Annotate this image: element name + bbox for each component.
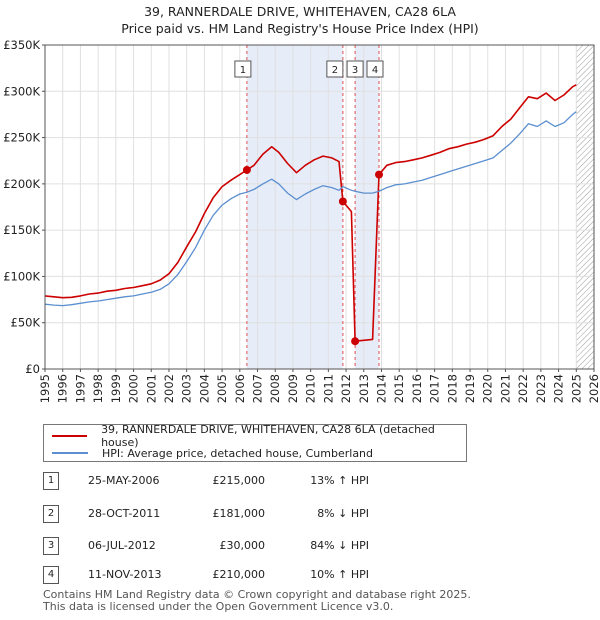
sale-label-box (366, 60, 384, 78)
x-tick-label: 2026 (587, 374, 600, 403)
x-tick-label: 2025 (569, 374, 583, 403)
transaction-date: 25-MAY-2006 (88, 474, 160, 487)
footer-line-1: Contains HM Land Registry data © Crown c… (43, 588, 471, 601)
x-tick-label: 2013 (357, 374, 371, 403)
x-tick-label: 2000 (127, 374, 141, 403)
transaction-hpi-change: 10% ↑ HPI (310, 568, 369, 581)
y-tick-label: £350K (3, 38, 40, 52)
x-tick-label: 2016 (410, 374, 424, 403)
table-row: 4 11-NOV-2013 £210,000 10% ↑ HPI (43, 566, 463, 586)
x-tick-label: 2004 (197, 374, 211, 403)
chart-legend: 39, RANNERDALE DRIVE, WHITEHAVEN, CA28 6… (43, 423, 467, 462)
legend-swatch-property (52, 435, 88, 437)
transaction-date: 28-OCT-2011 (88, 507, 161, 520)
x-tick-label: 2003 (180, 374, 194, 403)
y-tick-label: £300K (3, 84, 40, 98)
sale-label-box (234, 60, 252, 78)
x-tick-label: 1998 (91, 374, 105, 403)
table-row: 2 28-OCT-2011 £181,000 8% ↓ HPI (43, 505, 463, 525)
y-tick-label: £150K (3, 223, 40, 237)
x-tick-label: 2005 (215, 374, 229, 403)
x-tick-label: 2002 (162, 374, 176, 403)
chart-title-line2: Price paid vs. HM Land Registry's House … (121, 21, 479, 36)
x-tick-label: 1996 (56, 374, 70, 403)
transaction-price: £181,000 (212, 507, 266, 520)
x-tick-label: 2018 (445, 374, 459, 403)
y-tick-label: £50K (11, 316, 41, 330)
legend-item-hpi: HPI: Average price, detached house, Cumb… (52, 444, 373, 462)
sale-label-text: 4 (372, 65, 378, 76)
transaction-number-badge: 2 (43, 505, 59, 523)
x-tick-label: 2010 (304, 374, 318, 403)
x-tick-label: 2020 (481, 374, 495, 403)
x-tick-label: 2014 (374, 374, 388, 403)
property-price-line (44, 84, 577, 342)
x-tick-label: 2011 (321, 374, 335, 403)
shaded-region (246, 45, 343, 369)
x-tick-label: 2017 (428, 374, 442, 403)
footer-attribution: Contains HM Land Registry data © Crown c… (43, 589, 471, 613)
sale-label-box (326, 60, 344, 78)
x-tick-label: 1995 (38, 374, 52, 403)
transaction-price: £30,000 (219, 539, 266, 552)
transaction-hpi-change: 84% ↓ HPI (310, 539, 369, 552)
x-tick-label: 2022 (516, 374, 530, 403)
x-tick-label: 2007 (251, 374, 265, 403)
x-tick-label: 1999 (109, 374, 123, 403)
sale-label-text: 3 (352, 65, 358, 76)
sale-point (351, 337, 360, 346)
chart-title-line1: 39, RANNERDALE DRIVE, WHITEHAVEN, CA28 6… (144, 4, 456, 19)
plot-frame (44, 44, 595, 370)
transaction-date: 06-JUL-2012 (88, 539, 156, 552)
x-tick-label: 2001 (144, 374, 158, 403)
legend-swatch-hpi (52, 452, 88, 454)
sale-label-text: 1 (240, 65, 246, 76)
transaction-date: 11-NOV-2013 (88, 568, 162, 581)
sale-label-box (346, 60, 364, 78)
y-tick-label: £200K (3, 177, 40, 191)
hatched-region (576, 45, 594, 369)
x-tick-label: 2024 (552, 374, 566, 403)
y-tick-label: £100K (3, 269, 40, 283)
table-row: 3 06-JUL-2012 £30,000 84% ↓ HPI (43, 537, 463, 557)
transaction-price: £215,000 (212, 474, 266, 487)
x-tick-label: 2009 (286, 374, 300, 403)
y-tick-label: £250K (3, 131, 40, 145)
legend-label-property: 39, RANNERDALE DRIVE, WHITEHAVEN, CA28 6… (101, 423, 435, 449)
price-chart: 1 2 3 4 £0 £50K £100K £150K £200K £250K £300K £350K… (3, 38, 600, 403)
x-tick-label: 1997 (73, 374, 87, 403)
sale-point (242, 165, 251, 174)
hpi-line (44, 111, 577, 307)
legend-label-hpi: HPI: Average price, detached house, Cumb… (102, 446, 374, 460)
transaction-number-badge: 4 (43, 566, 59, 584)
x-tick-label: 2012 (339, 374, 353, 403)
shaded-region (354, 45, 379, 369)
x-tick-label: 2021 (498, 374, 512, 403)
y-tick-label: £0 (25, 362, 40, 376)
sale-label-text: 2 (332, 65, 338, 76)
transaction-price: £210,000 (212, 568, 266, 581)
sale-point (375, 170, 384, 179)
table-row: 1 25-MAY-2006 £215,000 13% ↑ HPI (43, 472, 463, 492)
transaction-hpi-change: 8% ↓ HPI (317, 507, 369, 520)
transaction-hpi-change: 13% ↑ HPI (310, 474, 369, 487)
transaction-number-badge: 1 (43, 472, 59, 490)
footer-line-2: This data is licensed under the Open Gov… (43, 600, 394, 613)
x-tick-label: 2006 (233, 374, 247, 403)
legend-item-property: 39, RANNERDALE DRIVE, WHITEHAVEN, CA28 6… (52, 423, 466, 449)
sale-point (338, 197, 347, 206)
x-tick-label: 2015 (392, 374, 406, 403)
x-tick-label: 2023 (534, 374, 548, 403)
x-tick-label: 2019 (463, 374, 477, 403)
x-tick-label: 2008 (268, 374, 282, 403)
transaction-number-badge: 3 (43, 537, 59, 555)
